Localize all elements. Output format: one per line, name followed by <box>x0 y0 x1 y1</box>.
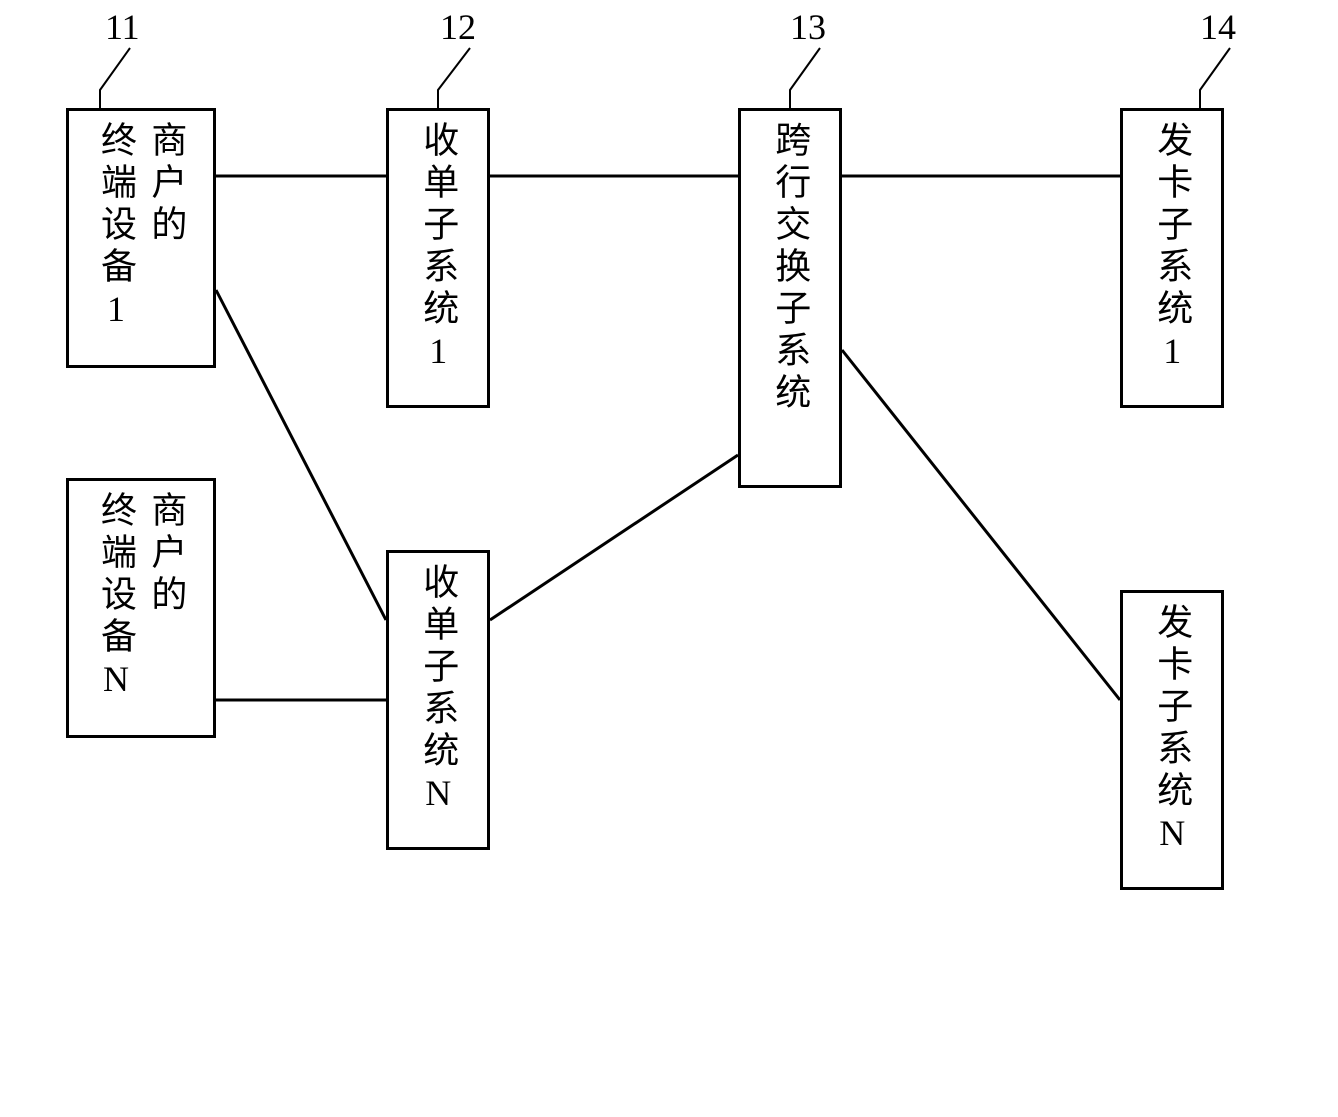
acquirer-subsystem-1-text: 收单子系统1 <box>413 121 463 377</box>
merchant-terminal-n-col1: 商户的 <box>141 491 191 617</box>
merchant-terminal-1-box: 终端设备1 商户的 <box>66 108 216 368</box>
merchant-terminal-1-col1: 商户的 <box>141 121 191 247</box>
issuer-subsystem-1-text: 发卡子系统1 <box>1147 121 1197 377</box>
merchant-terminal-n-col2: 终端设备N <box>91 491 141 705</box>
acquirer-subsystem-1-box: 收单子系统1 <box>386 108 490 408</box>
merchant-terminal-1-col2: 终端设备1 <box>91 121 141 335</box>
ref-number-12: 12 <box>440 6 476 48</box>
acquirer-subsystem-n-box: 收单子系统N <box>386 550 490 850</box>
merchant-terminal-n-box: 终端设备N 商户的 <box>66 478 216 738</box>
issuer-subsystem-n-box: 发卡子系统N <box>1120 590 1224 890</box>
ref-number-11: 11 <box>105 6 140 48</box>
interbank-switch-subsystem-box: 跨行交换子系统 <box>738 108 842 488</box>
issuer-subsystem-n-text: 发卡子系统N <box>1147 603 1197 859</box>
interbank-switch-subsystem-text: 跨行交换子系统 <box>765 121 815 415</box>
issuer-subsystem-1-box: 发卡子系统1 <box>1120 108 1224 408</box>
ref-number-13: 13 <box>790 6 826 48</box>
ref-number-14: 14 <box>1200 6 1236 48</box>
acquirer-subsystem-n-text: 收单子系统N <box>413 563 463 819</box>
